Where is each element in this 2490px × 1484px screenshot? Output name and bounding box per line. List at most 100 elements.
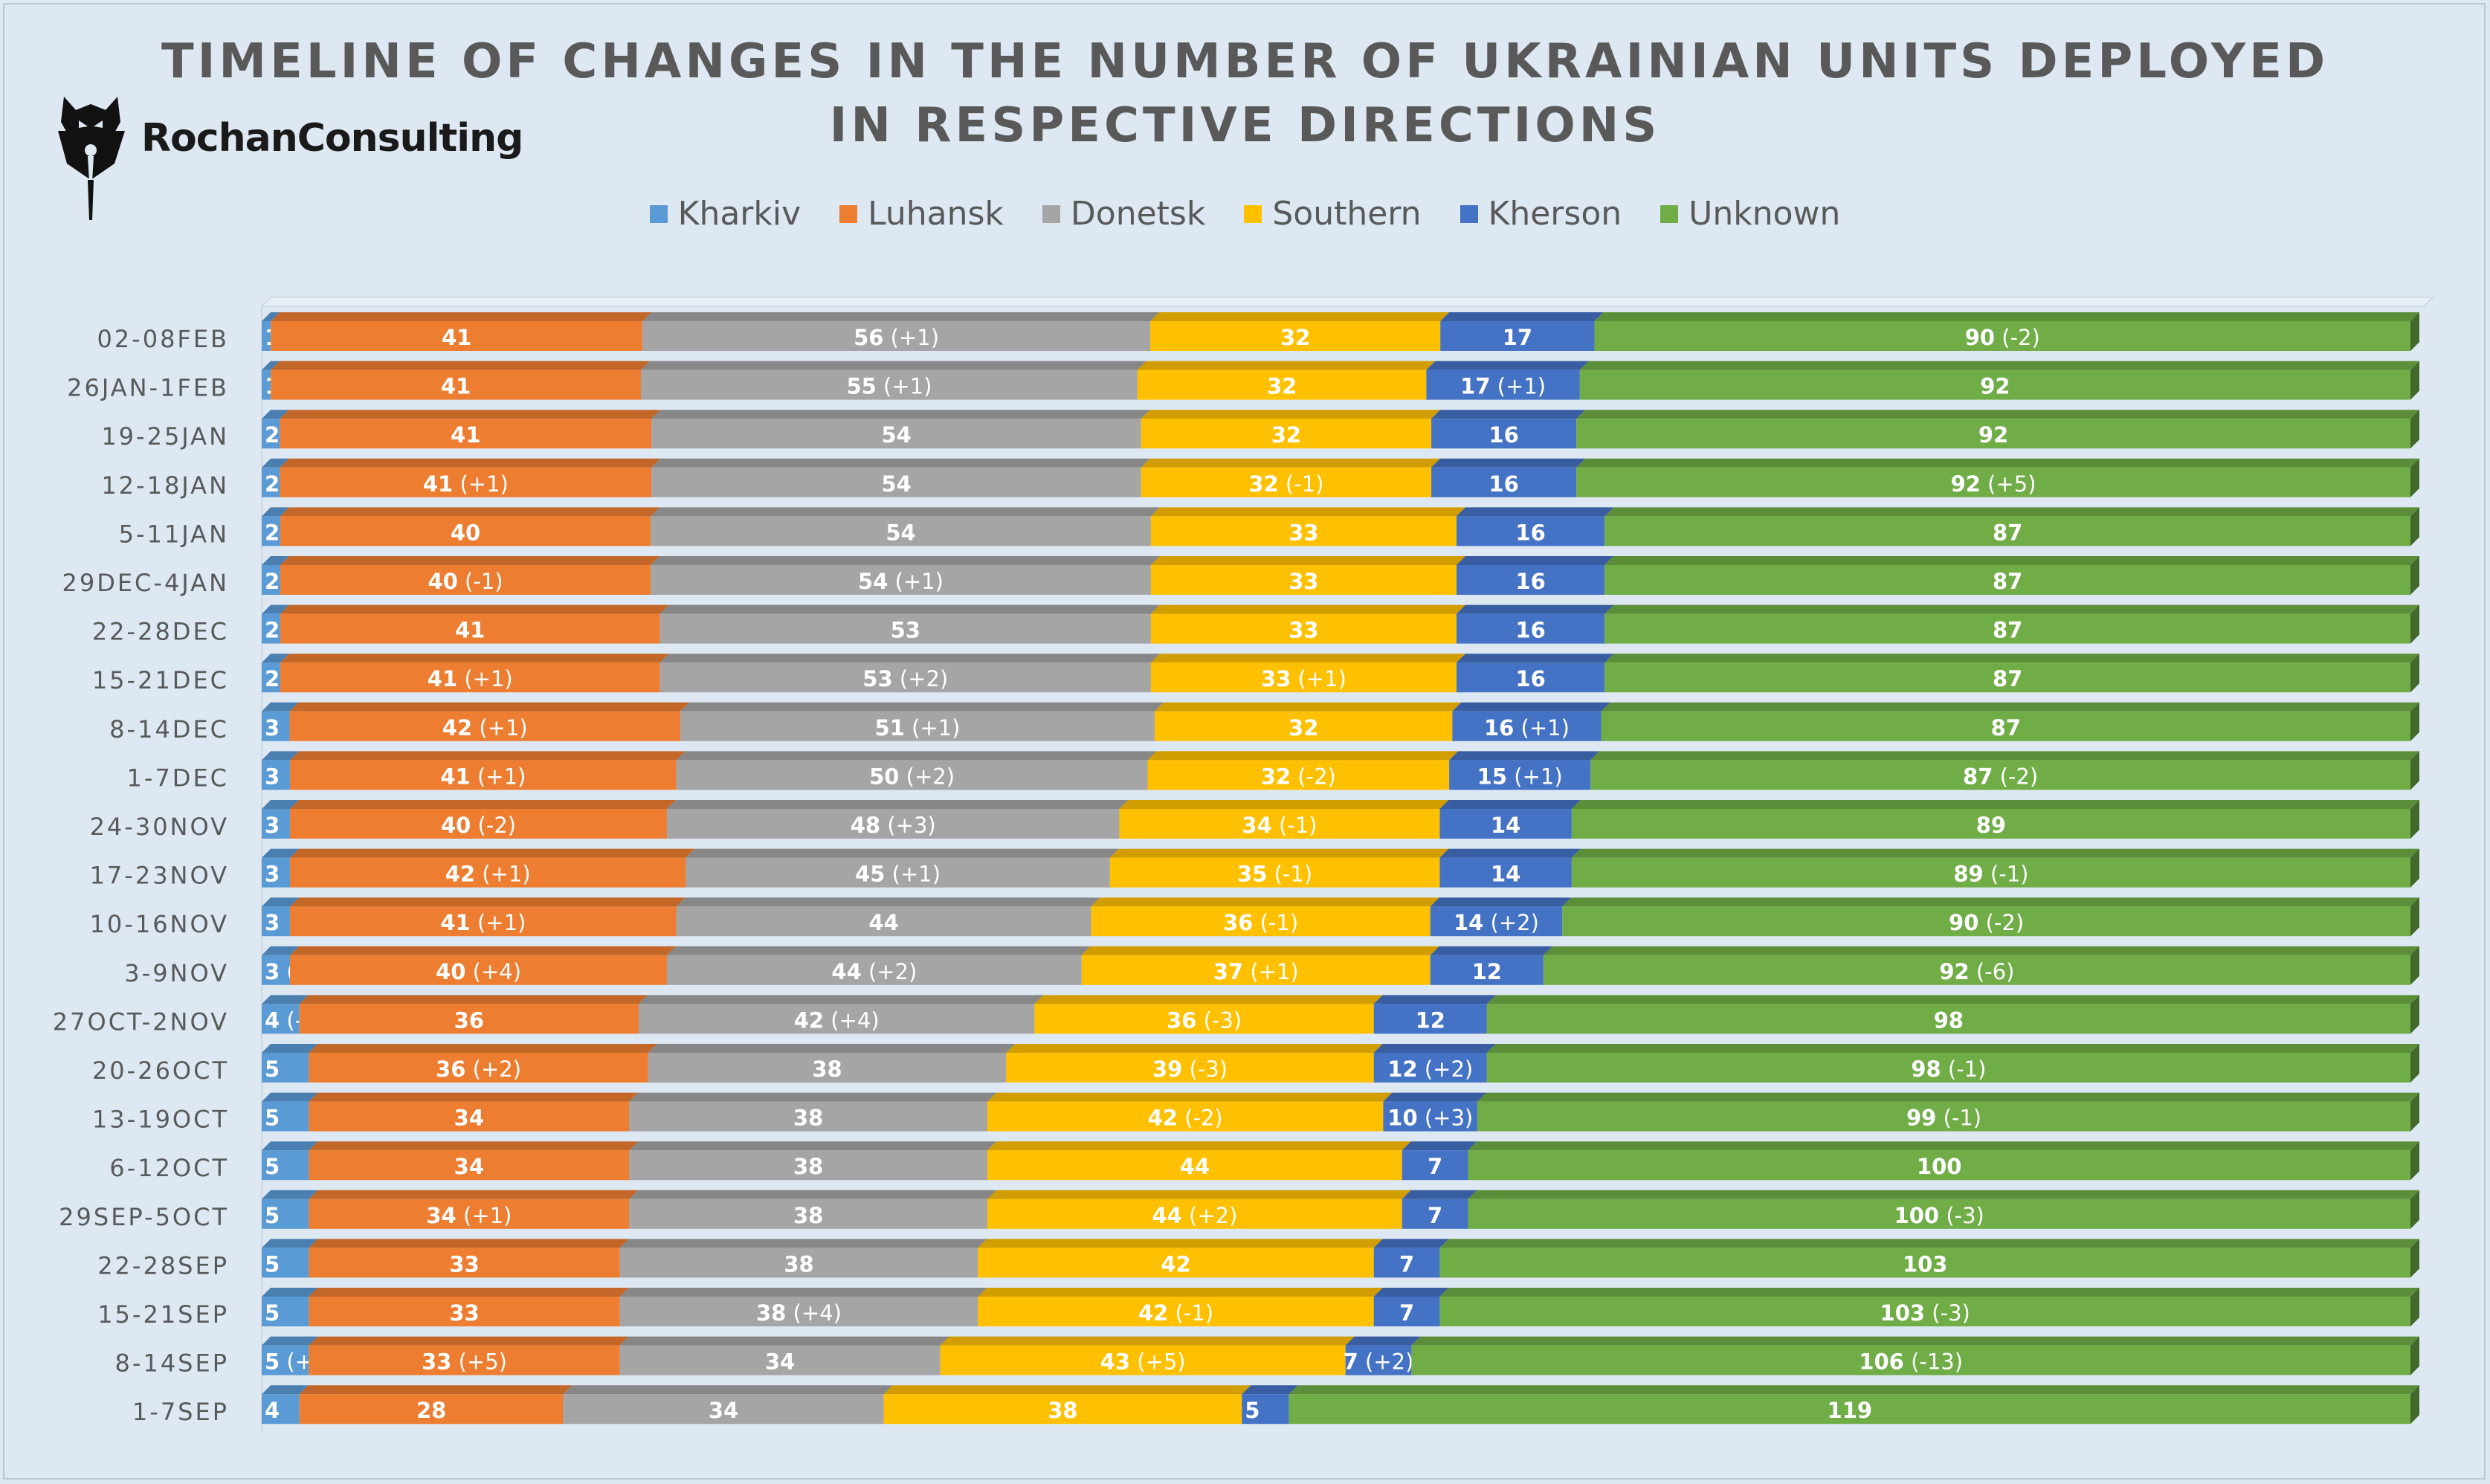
- data-label: 7: [1399, 1251, 1414, 1277]
- bar-segment-top: [262, 458, 289, 468]
- data-label: 16: [1488, 422, 1518, 448]
- data-label: 33 (+5): [422, 1349, 507, 1375]
- data-label: 32: [1288, 715, 1318, 741]
- category-label: 1-7SEP: [132, 1398, 229, 1426]
- bar-segment-top: [1426, 361, 1589, 370]
- bar-segment-side: [2410, 654, 2419, 693]
- data-label-value: 33: [1288, 618, 1318, 643]
- bar-segment-top: [883, 1385, 1251, 1395]
- data-label-value: 16: [1488, 471, 1518, 497]
- data-label: 54: [881, 422, 911, 448]
- bar-segment-top: [1576, 410, 2419, 419]
- bar-segment-luhansk: [289, 711, 680, 741]
- bar-segment-top: [1604, 556, 2419, 565]
- data-label: 5: [265, 1154, 280, 1179]
- category-label: 15-21DEC: [92, 666, 229, 694]
- data-label: 7: [1428, 1154, 1442, 1179]
- data-label-change: (+1): [1243, 959, 1299, 984]
- data-label-value: 2: [265, 520, 280, 545]
- data-label-change: (+2): [1182, 1203, 1238, 1228]
- data-label-change: (-2): [1995, 325, 2040, 350]
- data-label-value: 41: [423, 471, 453, 497]
- legend-label: Luhansk: [868, 195, 1004, 233]
- data-label-value: 14: [1491, 813, 1520, 838]
- bar-segment-luhansk: [290, 955, 668, 985]
- bar-segment-top: [1081, 946, 1439, 955]
- bar-segment-unknown: [1571, 809, 2410, 839]
- data-label: 41 (+1): [440, 764, 526, 789]
- data-label-value: 42: [445, 862, 475, 887]
- bar-segment-top: [262, 1239, 318, 1248]
- bar-segment-luhansk: [309, 1199, 630, 1229]
- data-label-value: 5: [265, 1203, 280, 1228]
- legend-item-luhansk: Luhansk: [839, 195, 1004, 233]
- data-label-value: 54: [881, 422, 911, 448]
- bar-segment-southern: [1109, 857, 1440, 888]
- bar-segment-top: [280, 556, 660, 565]
- data-label: 2: [265, 569, 280, 594]
- bar-segment-donetsk: [667, 955, 1082, 985]
- bar-segment-top: [1468, 1190, 2419, 1199]
- data-label: 12 (+2): [1387, 1056, 1473, 1082]
- data-label: 35 (-1): [1237, 862, 1312, 887]
- bar-segment-side: [2410, 1092, 2419, 1132]
- data-label-change: (+3): [1418, 1106, 1474, 1131]
- bar-segment-top: [1431, 410, 1586, 419]
- bar-segment-unknown: [1576, 419, 2410, 449]
- bar-segment-top: [1456, 604, 1614, 614]
- data-label: 119: [1828, 1398, 1873, 1423]
- data-label: 17: [1503, 325, 1532, 350]
- legend-label: Kherson: [1488, 195, 1622, 233]
- bar-segment-luhansk: [280, 613, 660, 644]
- data-label: 54 (+1): [858, 569, 944, 594]
- data-label-value: 2: [265, 569, 280, 594]
- bar-segment-kharkiv: [262, 809, 291, 839]
- legend-label: Kharkiv: [677, 195, 801, 233]
- bar-segment-southern: [1150, 565, 1457, 595]
- bar-segment-luhansk: [290, 760, 677, 790]
- bar-segment-southern: [883, 1394, 1242, 1425]
- data-label-value: 34: [454, 1154, 484, 1179]
- data-label-change: (+1): [453, 471, 509, 497]
- data-label-value: 7: [1428, 1203, 1442, 1228]
- data-label: 16: [1515, 520, 1545, 545]
- data-label-value: 38: [756, 1300, 786, 1326]
- category-label: 27OCT-2NOV: [53, 1007, 229, 1036]
- bar-segment-unknown: [1486, 1004, 2410, 1034]
- bar-segment-unknown: [1601, 711, 2410, 741]
- category-label: 02-08FEB: [97, 325, 229, 353]
- data-label-change: (-2): [471, 813, 516, 838]
- data-label: 16: [1515, 618, 1545, 643]
- data-label: 45 (+1): [855, 862, 941, 887]
- data-label-value: 42: [442, 715, 472, 741]
- data-label-change: (+1): [877, 374, 932, 399]
- data-label-change: (-1): [1936, 1106, 1981, 1131]
- data-label: 87: [1993, 520, 2022, 545]
- data-label: 33: [1288, 569, 1318, 594]
- bar-segment-kharkiv: [262, 955, 291, 985]
- data-label-value: 54: [881, 471, 911, 497]
- bar-segment-top: [1468, 1141, 2419, 1151]
- data-label: 36 (-1): [1223, 910, 1298, 935]
- data-label: 2: [265, 618, 280, 643]
- data-label: 4: [265, 1398, 280, 1423]
- bar-segment-unknown: [1486, 1053, 2410, 1083]
- bar-segment-unknown: [1439, 1297, 2410, 1326]
- data-label-value: 32: [1261, 764, 1291, 789]
- bar-segment-top: [289, 702, 689, 712]
- bar-segment-top: [1345, 1336, 1421, 1346]
- data-label-value: 99: [1906, 1106, 1936, 1131]
- bar-segment-southern: [1081, 955, 1431, 985]
- bar-segment-kherson: [1439, 809, 1572, 839]
- data-label-value: 56: [854, 325, 883, 350]
- bar-segment-side: [2410, 702, 2419, 741]
- data-label: 34: [454, 1106, 484, 1131]
- bar-segment-kherson: [1373, 1053, 1487, 1083]
- data-label-change: (-6): [1970, 959, 2015, 984]
- data-label: 87: [1993, 618, 2022, 643]
- bar-segment-kherson: [1456, 613, 1605, 644]
- bar-segment-top: [271, 361, 650, 370]
- bar-segment-top: [262, 897, 300, 907]
- data-label: 38: [1048, 1398, 1077, 1423]
- bar-segment-kherson: [1430, 906, 1563, 937]
